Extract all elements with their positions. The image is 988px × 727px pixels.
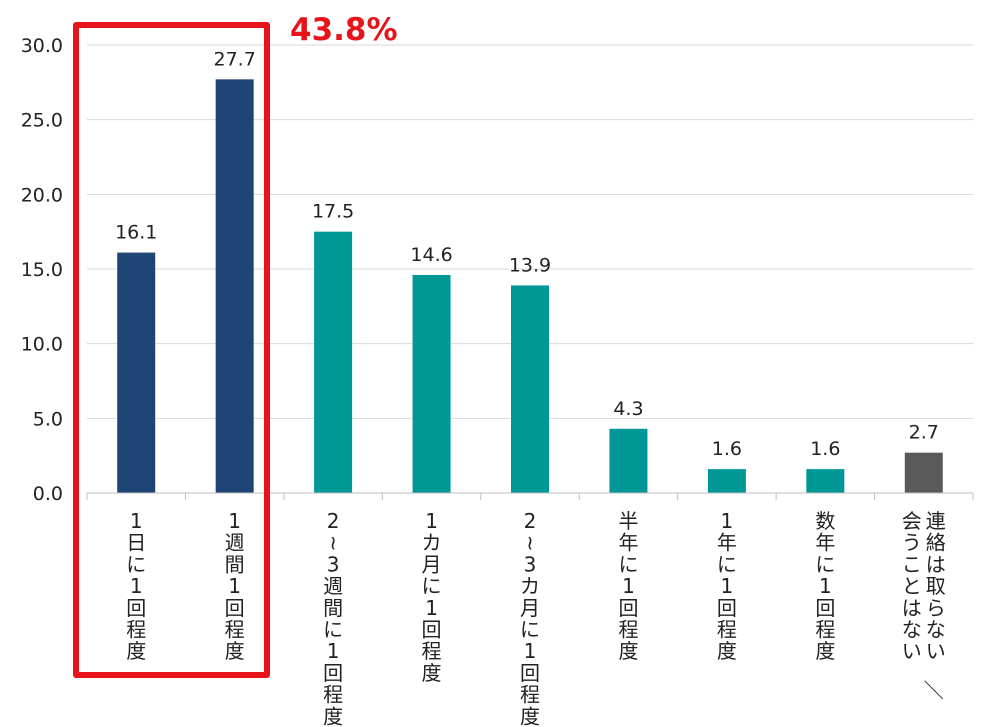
- data-label: 4.3: [613, 398, 643, 420]
- data-labels: 16.1 27.7 17.5 14.6 13.9 4.3 1.6 1.6 2.7: [115, 48, 939, 460]
- bar: [707, 469, 746, 493]
- y-tick-label: 0.0: [33, 483, 63, 505]
- category-label: 連絡は取らない／会うことはない: [902, 509, 946, 700]
- bar: [412, 274, 451, 493]
- y-tick-label: 15.0: [21, 259, 63, 281]
- bar: [215, 79, 254, 493]
- data-label: 27.7: [214, 48, 256, 70]
- x-axis: 1 日に 1 回程度 1 週間 1 回程度 2 ≀ 3 週間に 1 回程度 1 カ月に 1 回程度 2 ≀ 3 カ月に 1 回…: [86, 492, 974, 727]
- category-label: 1 日に 1 回程度: [126, 509, 146, 663]
- bar: [117, 252, 156, 493]
- data-label: 13.9: [509, 254, 551, 276]
- y-tick-label: 10.0: [21, 334, 63, 356]
- data-label: 2.7: [909, 422, 939, 444]
- y-axis: 0.0 5.0 10.0 15.0 20.0 25.0 30.0: [21, 35, 63, 505]
- y-tick-label: 30.0: [21, 35, 63, 57]
- bar: [806, 469, 845, 493]
- category-label: 1 カ月に 1 回程度: [422, 509, 442, 685]
- data-label: 1.6: [712, 438, 742, 460]
- bar: [314, 231, 353, 493]
- y-tick-label: 20.0: [21, 184, 63, 206]
- data-label: 17.5: [312, 201, 354, 223]
- bars: [117, 79, 943, 493]
- bar: [904, 452, 943, 493]
- data-label: 14.6: [410, 244, 452, 266]
- highlight-box: [73, 22, 270, 678]
- bar: [511, 285, 549, 493]
- y-tick-label: 5.0: [33, 408, 63, 430]
- highlight-total-callout: 43.8%: [290, 12, 398, 48]
- bar: [609, 428, 648, 493]
- category-label: 半年に 1 回程度: [618, 509, 638, 663]
- y-tick-label: 25.0: [21, 110, 63, 132]
- category-label: 数年に 1 回程度: [815, 509, 835, 663]
- category-label: 2 ≀ 3 カ月に 1 回程度: [520, 509, 540, 727]
- category-label: 1 週間 1 回程度: [225, 509, 245, 663]
- data-label: 1.6: [810, 438, 840, 460]
- category-label: 2 ≀ 3 週間に 1 回程度: [323, 509, 343, 727]
- category-label: 1 年に 1 回程度: [717, 509, 737, 663]
- data-label: 16.1: [115, 222, 157, 244]
